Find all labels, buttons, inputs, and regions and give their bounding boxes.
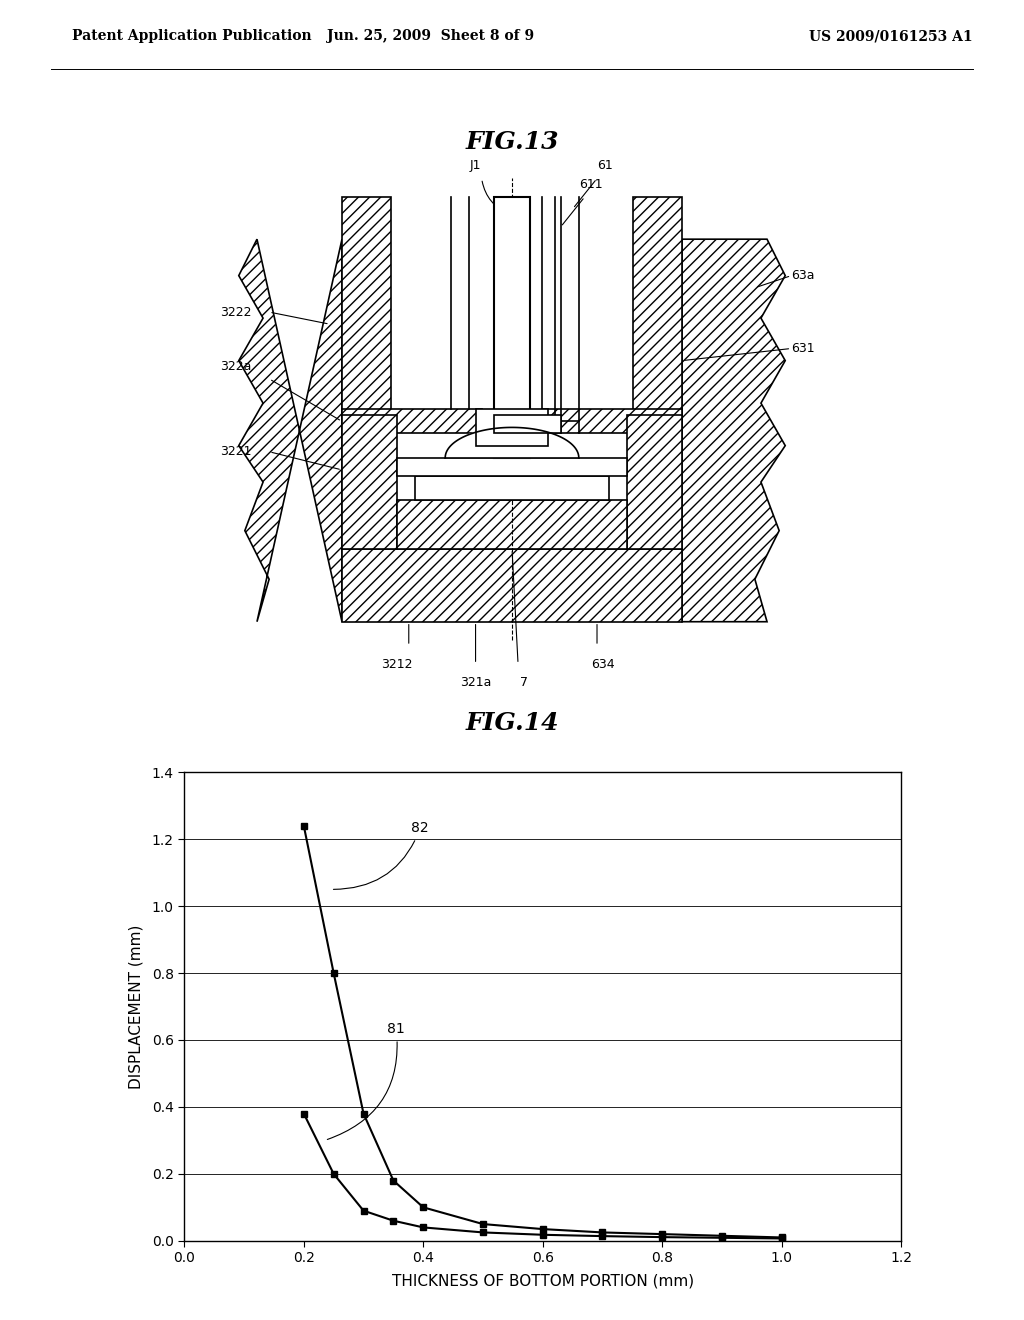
Bar: [342, 416, 396, 549]
Bar: [543, 409, 682, 433]
Bar: [494, 197, 530, 458]
Text: 3222: 3222: [220, 305, 252, 318]
Bar: [628, 416, 682, 549]
Bar: [634, 197, 682, 421]
Text: FIG.14: FIG.14: [465, 711, 559, 735]
Text: 611: 611: [579, 178, 602, 190]
Text: US 2009/0161253 A1: US 2009/0161253 A1: [809, 29, 973, 44]
Y-axis label: DISPLACEMENT (mm): DISPLACEMENT (mm): [129, 924, 143, 1089]
Bar: [415, 477, 609, 500]
Bar: [494, 416, 560, 433]
Text: 82: 82: [334, 821, 429, 890]
Text: Patent Application Publication: Patent Application Publication: [72, 29, 311, 44]
X-axis label: THICKNESS OF BOTTOM PORTION (mm): THICKNESS OF BOTTOM PORTION (mm): [391, 1274, 694, 1288]
Text: 7: 7: [520, 676, 528, 689]
Bar: [396, 500, 628, 549]
Text: 634: 634: [591, 659, 614, 671]
Bar: [342, 197, 390, 421]
Bar: [475, 409, 549, 446]
Polygon shape: [239, 239, 342, 622]
Text: 631: 631: [792, 342, 815, 355]
Text: 81: 81: [328, 1022, 406, 1139]
Bar: [342, 409, 481, 433]
Text: 322a: 322a: [220, 360, 252, 374]
Bar: [396, 458, 628, 477]
Text: 3212: 3212: [381, 659, 413, 671]
Text: 63a: 63a: [792, 269, 815, 282]
Text: 3221: 3221: [220, 445, 252, 458]
Text: J1: J1: [470, 160, 481, 173]
Text: 61: 61: [597, 160, 612, 173]
Text: Jun. 25, 2009  Sheet 8 of 9: Jun. 25, 2009 Sheet 8 of 9: [327, 29, 534, 44]
Polygon shape: [445, 428, 579, 458]
Text: 321a: 321a: [460, 676, 492, 689]
Polygon shape: [682, 239, 785, 622]
Bar: [342, 549, 682, 622]
Text: FIG.13: FIG.13: [465, 129, 559, 154]
